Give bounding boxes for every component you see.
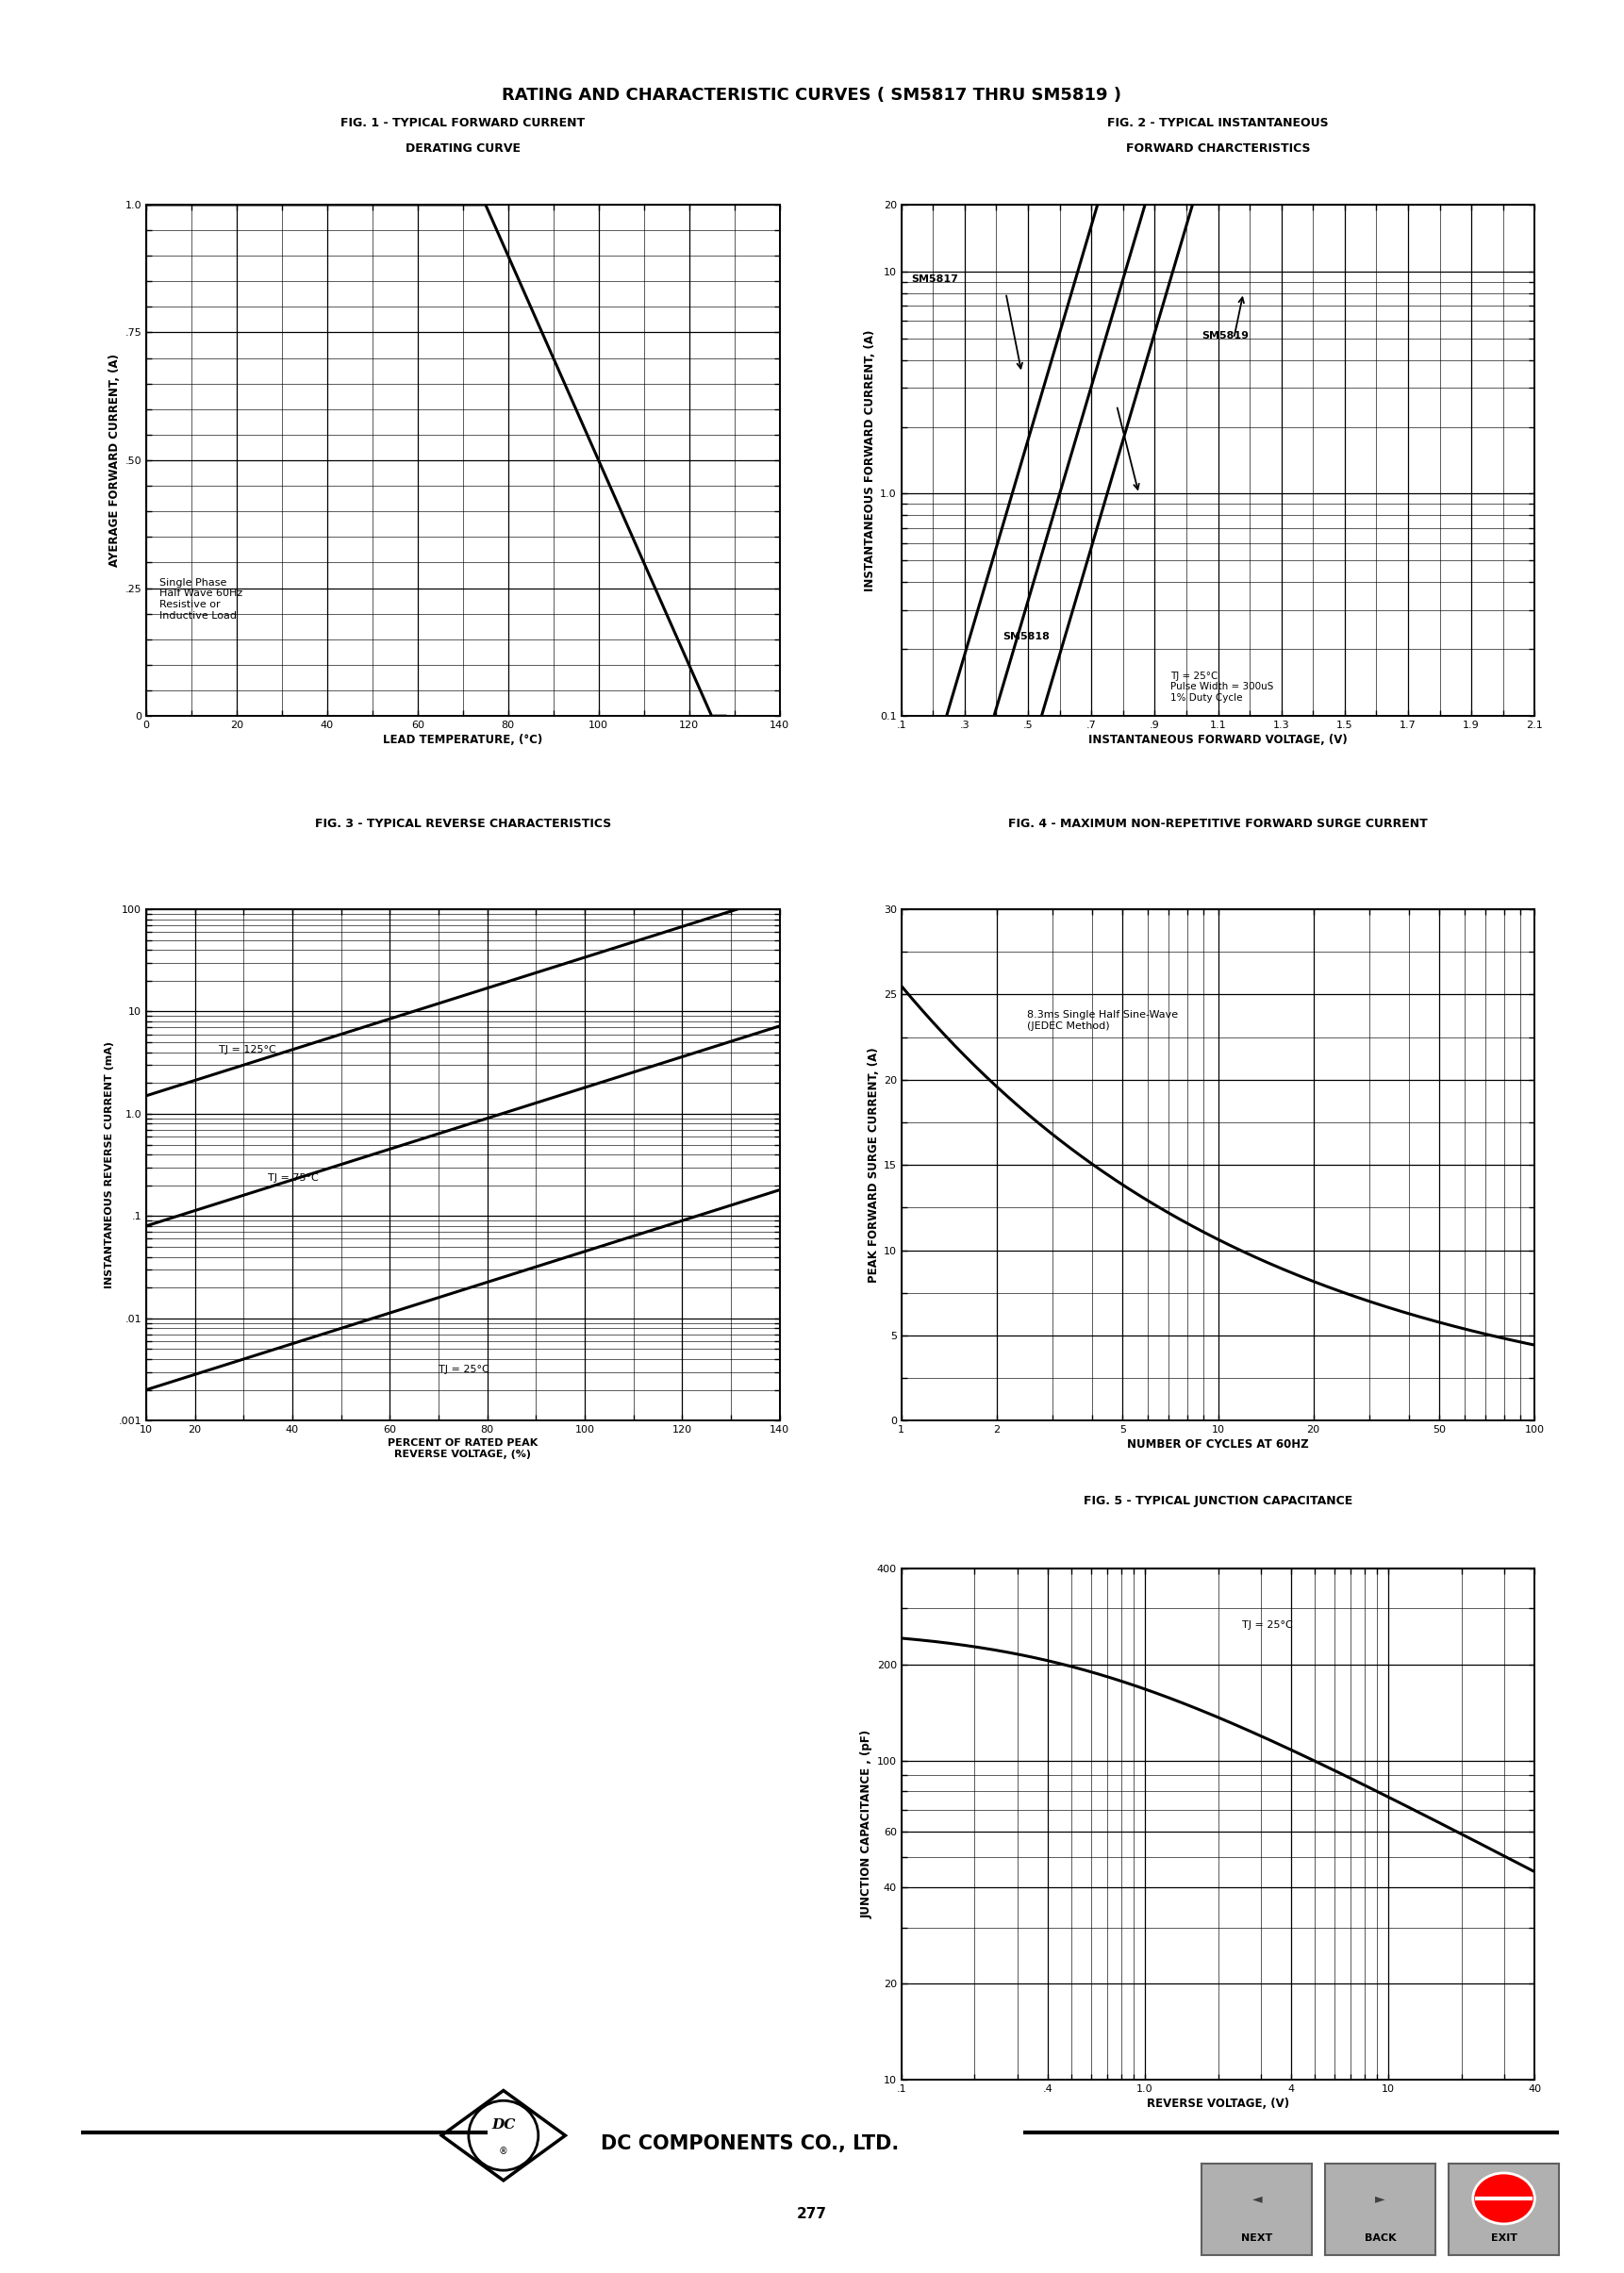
Text: SM5819: SM5819 xyxy=(1202,332,1249,341)
Text: TJ = 75°C: TJ = 75°C xyxy=(268,1173,318,1182)
Text: NEXT: NEXT xyxy=(1241,2234,1273,2243)
Text: FIG. 4 - MAXIMUM NON-REPETITIVE FORWARD SURGE CURRENT: FIG. 4 - MAXIMUM NON-REPETITIVE FORWARD … xyxy=(1009,818,1427,830)
Circle shape xyxy=(1473,2173,1535,2223)
Y-axis label: AYERAGE FORWARD CURRENT, (A): AYERAGE FORWARD CURRENT, (A) xyxy=(109,355,120,566)
Text: TJ = 25°C: TJ = 25°C xyxy=(1242,1621,1293,1630)
Text: DC COMPONENTS CO., LTD.: DC COMPONENTS CO., LTD. xyxy=(601,2134,900,2153)
Text: ◄: ◄ xyxy=(1252,2191,1262,2205)
Text: 8.3ms Single Half Sine-Wave
(JEDEC Method): 8.3ms Single Half Sine-Wave (JEDEC Metho… xyxy=(1028,1009,1179,1030)
Text: ®: ® xyxy=(499,2146,508,2157)
Text: TJ = 25°C
Pulse Width = 300uS
1% Duty Cycle: TJ = 25°C Pulse Width = 300uS 1% Duty Cy… xyxy=(1171,671,1273,702)
Text: EXIT: EXIT xyxy=(1491,2234,1517,2243)
Text: DERATING CURVE: DERATING CURVE xyxy=(406,143,520,155)
Text: FIG. 2 - TYPICAL INSTANTANEOUS: FIG. 2 - TYPICAL INSTANTANEOUS xyxy=(1108,118,1328,130)
Y-axis label: JUNCTION CAPACITANCE , (pF): JUNCTION CAPACITANCE , (pF) xyxy=(861,1730,872,1918)
Text: RATING AND CHARACTERISTIC CURVES ( SM5817 THRU SM5819 ): RATING AND CHARACTERISTIC CURVES ( SM581… xyxy=(502,86,1122,105)
Text: DC: DC xyxy=(492,2118,515,2132)
Text: ►: ► xyxy=(1376,2191,1385,2205)
Text: TJ = 125°C: TJ = 125°C xyxy=(219,1046,276,1055)
Y-axis label: INSTANTANEOUS REVERSE CURRENT (mA): INSTANTANEOUS REVERSE CURRENT (mA) xyxy=(106,1041,114,1289)
Text: 277: 277 xyxy=(797,2207,827,2221)
Text: BACK: BACK xyxy=(1364,2234,1397,2243)
X-axis label: LEAD TEMPERATURE, (°C): LEAD TEMPERATURE, (°C) xyxy=(383,734,542,746)
Text: Single Phase
Half Wave 60Hz
Resistive or
Inductive Load: Single Phase Half Wave 60Hz Resistive or… xyxy=(159,577,244,621)
X-axis label: REVERSE VOLTAGE, (V): REVERSE VOLTAGE, (V) xyxy=(1147,2098,1289,2109)
X-axis label: INSTANTANEOUS FORWARD VOLTAGE, (V): INSTANTANEOUS FORWARD VOLTAGE, (V) xyxy=(1088,734,1348,746)
Y-axis label: INSTANTANEOUS FORWARD CURRENT, (A): INSTANTANEOUS FORWARD CURRENT, (A) xyxy=(864,330,877,591)
X-axis label: PERCENT OF RATED PEAK
REVERSE VOLTAGE, (%): PERCENT OF RATED PEAK REVERSE VOLTAGE, (… xyxy=(388,1439,538,1459)
Text: TJ = 25°C: TJ = 25°C xyxy=(438,1364,489,1373)
Text: FIG. 5 - TYPICAL JUNCTION CAPACITANCE: FIG. 5 - TYPICAL JUNCTION CAPACITANCE xyxy=(1083,1496,1353,1507)
Text: FIG. 1 - TYPICAL FORWARD CURRENT: FIG. 1 - TYPICAL FORWARD CURRENT xyxy=(341,118,585,130)
Text: FIG. 3 - TYPICAL REVERSE CHARACTERISTICS: FIG. 3 - TYPICAL REVERSE CHARACTERISTICS xyxy=(315,818,611,830)
X-axis label: NUMBER OF CYCLES AT 60HZ: NUMBER OF CYCLES AT 60HZ xyxy=(1127,1439,1309,1450)
Text: SM5818: SM5818 xyxy=(1002,632,1049,641)
Text: FORWARD CHARCTERISTICS: FORWARD CHARCTERISTICS xyxy=(1125,143,1311,155)
Y-axis label: PEAK FORWARD SURGE CURRENT, (A): PEAK FORWARD SURGE CURRENT, (A) xyxy=(867,1048,880,1282)
Text: SM5817: SM5817 xyxy=(911,275,958,284)
